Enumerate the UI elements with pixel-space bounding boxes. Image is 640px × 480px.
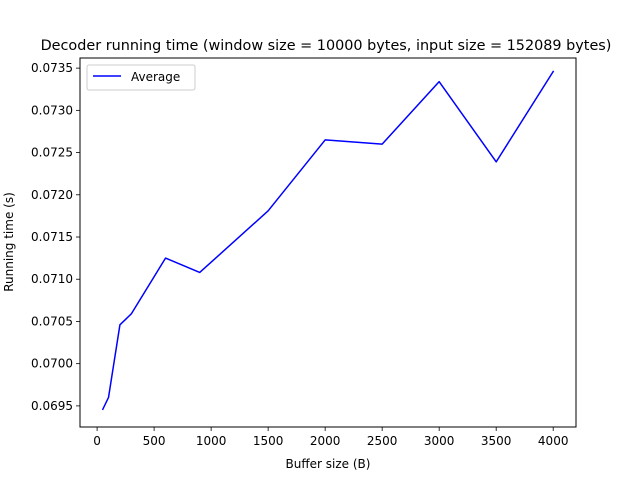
y-tick-label: 0.0695 [31, 399, 73, 413]
x-axis-label: Buffer size (B) [286, 457, 371, 471]
x-tick-label: 4000 [538, 434, 569, 448]
x-tick-label: 2000 [310, 434, 341, 448]
y-axis: 0.0695 0.0700 0.0705 0.0710 0.0715 0.0720 0.07… [31, 61, 80, 413]
x-tick-label: 1500 [253, 434, 284, 448]
x-tick-label: 0 [93, 434, 101, 448]
y-axis-label: Running time (s) [2, 192, 16, 292]
legend-label: Average [131, 70, 180, 84]
series-line-0 [101, 70, 555, 411]
x-tick-label: 3000 [424, 434, 455, 448]
y-tick-label: 0.0725 [31, 146, 73, 160]
plot-series [101, 70, 555, 411]
y-tick-label: 0.0715 [31, 230, 73, 244]
chart-title: Decoder running time (window size = 1000… [41, 38, 612, 54]
plot-frame [79, 57, 577, 428]
y-tick-label: 0.0735 [31, 61, 73, 75]
y-tick-label: 0.0700 [31, 357, 73, 371]
x-tick-label: 500 [143, 434, 166, 448]
x-axis: 0 500 1000 1500 2000 2500 3000 3500 4000 [93, 427, 568, 448]
y-tick-label: 0.0710 [31, 272, 73, 286]
x-tick-label: 3500 [481, 434, 512, 448]
x-tick-label: 2500 [367, 434, 398, 448]
x-tick-label: 1000 [196, 434, 227, 448]
legend-box [86, 64, 196, 91]
y-tick-label: 0.0705 [31, 314, 73, 328]
legend: Average [86, 64, 196, 91]
y-tick-label: 0.0720 [31, 188, 73, 202]
y-tick-label: 0.0730 [31, 103, 73, 117]
